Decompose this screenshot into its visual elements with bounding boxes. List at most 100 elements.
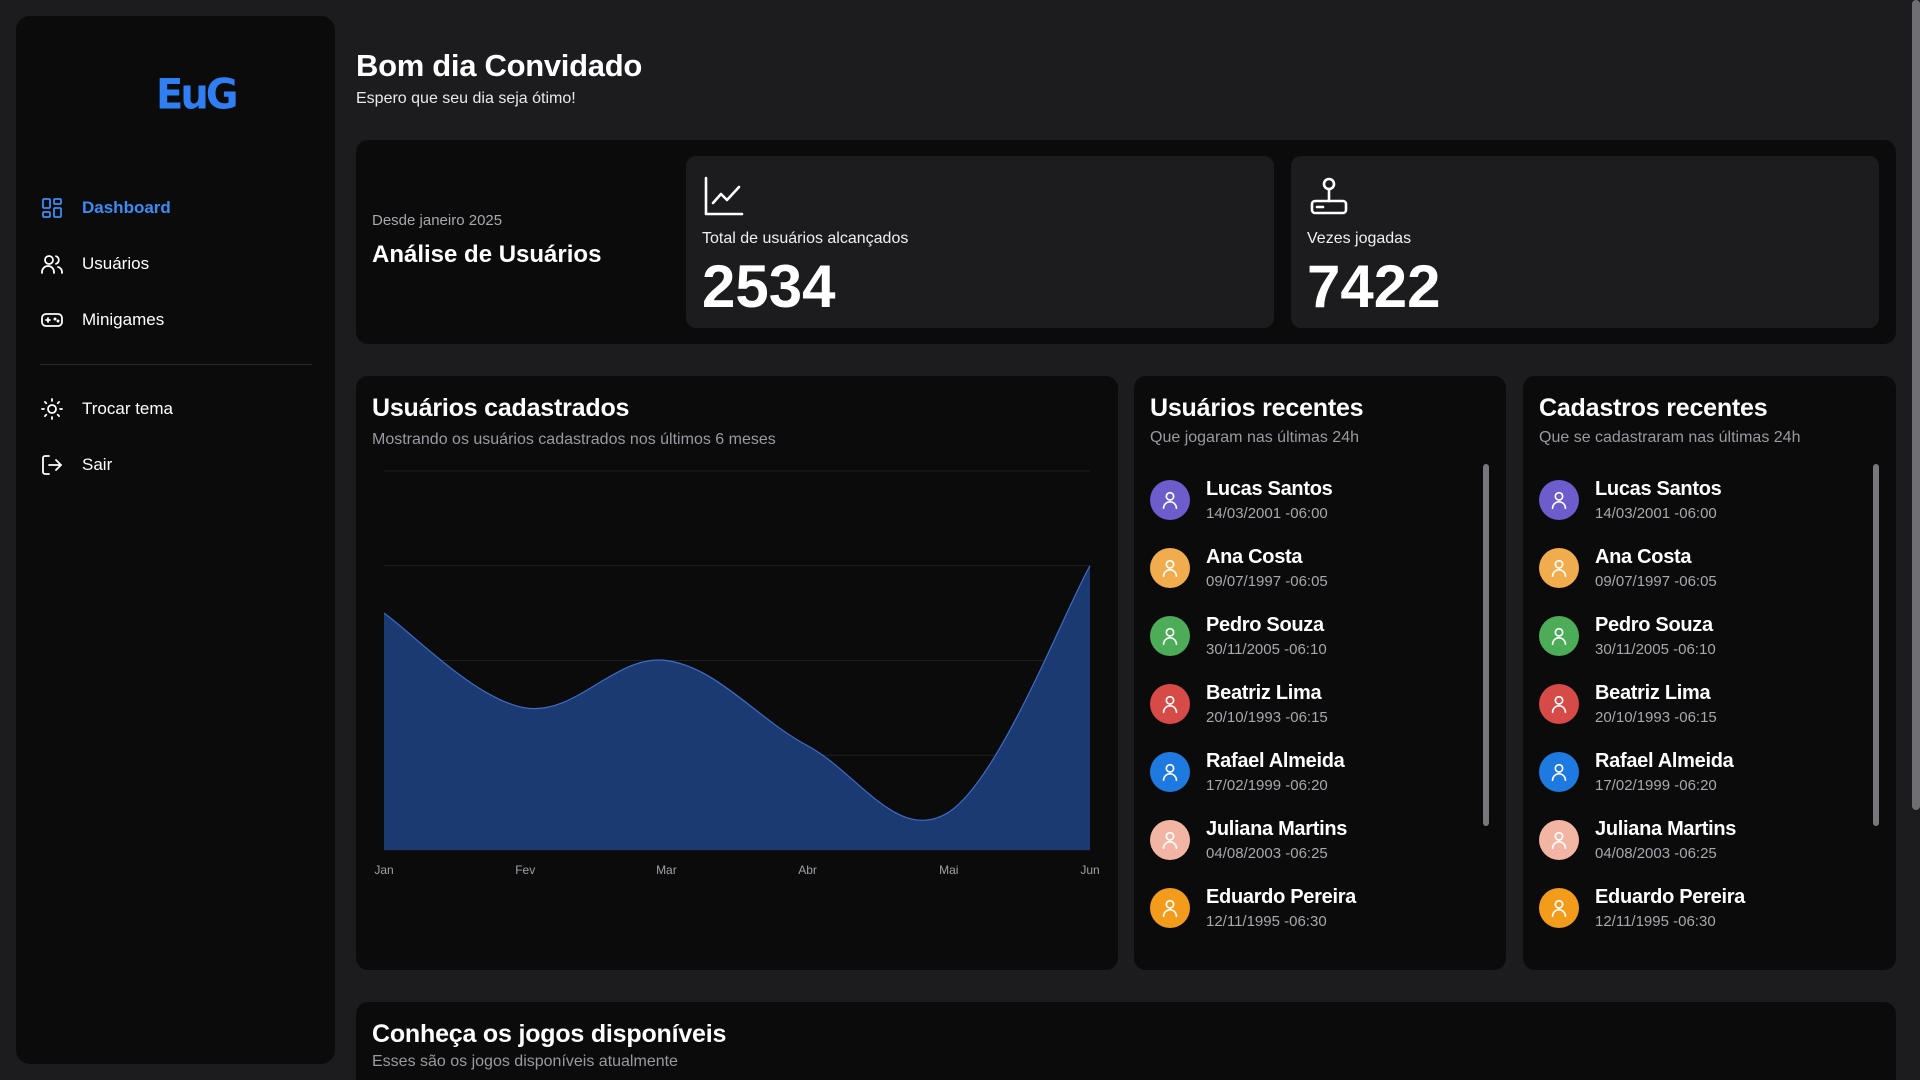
user-icon — [1162, 831, 1178, 850]
stat-label: Vezes jogadas — [1307, 230, 1412, 247]
person-date: 17/02/1999 -06:20 — [1206, 777, 1328, 794]
sidebar-item-label: Dashboard — [82, 198, 171, 217]
person-name: Ana Costa — [1206, 546, 1303, 568]
user-icon — [1162, 627, 1178, 646]
list-item[interactable]: Eduardo Pereira 12/11/1995 -06:30 — [1539, 874, 1866, 942]
recent-signups-scrollbar[interactable] — [1873, 464, 1879, 826]
list-item[interactable]: Lucas Santos 14/03/2001 -06:00 — [1539, 466, 1866, 534]
recent-users-scrollbar[interactable] — [1483, 464, 1489, 826]
person-info: Lucas Santos 14/03/2001 -06:00 — [1206, 478, 1333, 522]
app-logo[interactable]: EuG — [156, 70, 239, 120]
page-title: Bom dia Convidado — [356, 48, 642, 83]
list-item[interactable]: Pedro Souza 30/11/2005 -06:10 — [1539, 602, 1866, 670]
list-item[interactable]: Beatriz Lima 20/10/1993 -06:15 — [1150, 670, 1476, 738]
avatar — [1539, 752, 1579, 792]
person-info: Beatriz Lima 20/10/1993 -06:15 — [1206, 682, 1328, 726]
list-item[interactable]: Eduardo Pereira 12/11/1995 -06:30 — [1150, 874, 1476, 942]
list-item[interactable]: Pedro Souza 30/11/2005 -06:10 — [1150, 602, 1476, 670]
person-name: Beatriz Lima — [1595, 682, 1711, 704]
games-header: Conheça os jogos disponíveis Esses são o… — [372, 1020, 726, 1071]
stats-since: Desde janeiro 2025 — [372, 212, 503, 229]
sun-icon — [41, 398, 63, 420]
list-item[interactable]: Mariana Rocha — [1150, 942, 1476, 954]
sidebar-divider — [40, 364, 312, 365]
x-tick-label: Mar — [656, 863, 677, 877]
person-date: 12/11/1995 -06:30 — [1595, 913, 1716, 930]
recent-users-header: Usuários recentes Que jogaram nas última… — [1150, 394, 1364, 447]
sidebar-item-trocar-tema[interactable]: Trocar tema — [40, 381, 312, 437]
avatar — [1539, 616, 1579, 656]
user-icon — [1551, 491, 1567, 510]
sidebar-item-sair[interactable]: Sair — [40, 437, 312, 493]
area-series — [384, 565, 1090, 850]
person-name: Juliana Martins — [1595, 818, 1737, 840]
list-item[interactable]: Juliana Martins 04/08/2003 -06:25 — [1150, 806, 1476, 874]
stats-panel: Desde janeiro 2025 Análise de Usuários T… — [356, 140, 1896, 344]
recent-users-title: Usuários recentes — [1150, 394, 1364, 422]
sidebar-nav: Dashboard Usuários Minigames Trocar tema — [40, 180, 312, 493]
list-item[interactable]: Mariana Rocha — [1539, 942, 1866, 954]
avatar — [1539, 888, 1579, 928]
person-date: 17/02/1999 -06:20 — [1595, 777, 1717, 794]
list-item[interactable]: Beatriz Lima 20/10/1993 -06:15 — [1539, 670, 1866, 738]
user-icon — [1551, 559, 1567, 578]
line-chart-icon — [704, 176, 744, 216]
person-date: 14/03/2001 -06:00 — [1206, 505, 1328, 522]
person-date: 09/07/1997 -06:05 — [1595, 573, 1717, 590]
recent-users-panel: Usuários recentes Que jogaram nas última… — [1134, 376, 1506, 970]
stats-title: Análise de Usuários — [372, 241, 602, 268]
person-name: Juliana Martins — [1206, 818, 1348, 840]
list-item[interactable]: Ana Costa 09/07/1997 -06:05 — [1539, 534, 1866, 602]
user-icon — [1551, 899, 1567, 918]
recent-users-list[interactable]: Lucas Santos 14/03/2001 -06:00 Ana Costa 09… — [1150, 466, 1476, 954]
list-item[interactable]: Rafael Almeida 17/02/1999 -06:20 — [1539, 738, 1866, 806]
avatar — [1539, 820, 1579, 860]
person-name: Eduardo Pereira — [1206, 886, 1357, 908]
games-title: Conheça os jogos disponíveis — [372, 1020, 727, 1048]
person-info: Lucas Santos 14/03/2001 -06:00 — [1595, 478, 1722, 522]
gamepad-icon — [41, 313, 63, 327]
joystick-icon — [1310, 177, 1348, 215]
sidebar-item-label: Usuários — [82, 254, 150, 273]
avatar — [1150, 752, 1190, 792]
person-date: 20/10/1993 -06:15 — [1206, 709, 1328, 726]
sidebar-item-label: Minigames — [82, 310, 165, 329]
sidebar-item-dashboard[interactable]: Dashboard — [40, 180, 312, 236]
list-item[interactable]: Juliana Martins 04/08/2003 -06:25 — [1539, 806, 1866, 874]
person-info: Beatriz Lima 20/10/1993 -06:15 — [1595, 682, 1717, 726]
person-info: Pedro Souza 30/11/2005 -06:10 — [1206, 614, 1327, 658]
stat-value: 7422 — [1307, 253, 1441, 320]
x-tick-label: Mai — [939, 863, 958, 877]
person-name: Eduardo Pereira — [1595, 886, 1746, 908]
chart-header: Usuários cadastrados Mostrando os usuári… — [372, 394, 776, 449]
user-icon — [1551, 763, 1567, 782]
user-icon — [1162, 695, 1178, 714]
recent-signups-list[interactable]: Lucas Santos 14/03/2001 -06:00 Ana Costa 09… — [1539, 466, 1866, 954]
person-name: Rafael Almeida — [1206, 750, 1345, 772]
user-icon — [1551, 831, 1567, 850]
page-header: Bom dia Convidado Espero que seu dia sej… — [356, 48, 642, 108]
page-scrollbar[interactable] — [1912, 0, 1920, 810]
list-item[interactable]: Ana Costa 09/07/1997 -06:05 — [1150, 534, 1476, 602]
avatar — [1150, 480, 1190, 520]
sidebar-item-minigames[interactable]: Minigames — [40, 292, 312, 348]
person-name: Rafael Almeida — [1595, 750, 1734, 772]
chart-subtitle: Mostrando os usuários cadastrados nos úl… — [372, 431, 776, 448]
stat-card-total-users: Total de usuários alcançados 2534 — [686, 156, 1274, 328]
person-info: Eduardo Pereira 12/11/1995 -06:30 — [1206, 886, 1356, 930]
user-icon — [1162, 763, 1178, 782]
person-date: 09/07/1997 -06:05 — [1206, 573, 1328, 590]
person-name: Pedro Souza — [1206, 614, 1324, 636]
recent-signups-panel: Cadastros recentes Que se cadastraram na… — [1523, 376, 1896, 970]
person-name: Lucas Santos — [1595, 478, 1722, 500]
avatar — [1150, 684, 1190, 724]
recent-signups-title: Cadastros recentes — [1539, 394, 1768, 422]
user-icon — [1162, 899, 1178, 918]
recent-signups-subtitle: Que se cadastraram nas últimas 24h — [1539, 429, 1801, 446]
list-item[interactable]: Lucas Santos 14/03/2001 -06:00 — [1150, 466, 1476, 534]
person-info: Pedro Souza 30/11/2005 -06:10 — [1595, 614, 1716, 658]
sidebar-item-usuarios[interactable]: Usuários — [40, 236, 312, 292]
chart-title: Usuários cadastrados — [372, 394, 630, 422]
avatar — [1150, 616, 1190, 656]
list-item[interactable]: Rafael Almeida 17/02/1999 -06:20 — [1150, 738, 1476, 806]
